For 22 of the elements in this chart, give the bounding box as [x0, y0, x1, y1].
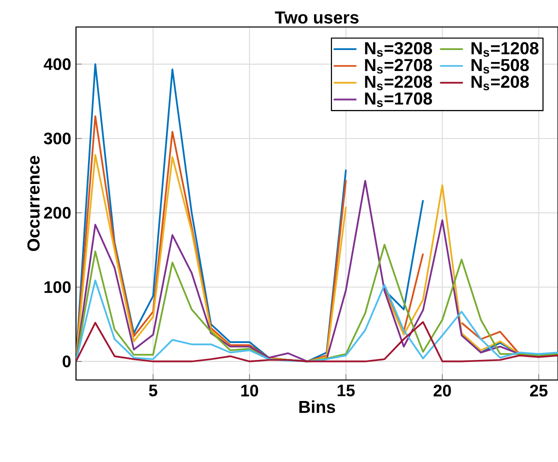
x-axis-title: Bins — [299, 400, 336, 414]
legend-label: N$_{s}$=508 — [472, 58, 529, 74]
line-series — [76, 244, 558, 362]
x-tick-label: 15 — [338, 384, 355, 396]
x-tick-label: 5 — [149, 384, 158, 396]
legend-label: N$_{s}$=2708 — [365, 58, 432, 74]
y-tick-label: 200 — [44, 206, 71, 219]
line-series — [76, 280, 558, 362]
legend-label: N$_{s}$=2208 — [365, 76, 432, 90]
y-tick-label: 100 — [44, 281, 71, 294]
legend-label: N$_{s}$=208 — [472, 76, 529, 90]
legend-label: N$_{s}$=1708 — [365, 92, 432, 108]
y-tick-label: 0 — [62, 356, 71, 368]
chart-title: Two users — [274, 12, 358, 24]
x-tick-label: 10 — [241, 384, 258, 397]
x-tick-label: 25 — [530, 384, 548, 397]
y-tick-label: 300 — [44, 132, 71, 144]
legend-label: N$_{s}$=1208 — [472, 42, 538, 57]
x-tick-label: 20 — [434, 384, 451, 397]
legend-label: N$_{s}$=3208 — [365, 42, 432, 57]
y-axis-title: Occurrence — [27, 156, 40, 251]
y-tick-label: 400 — [44, 58, 71, 70]
